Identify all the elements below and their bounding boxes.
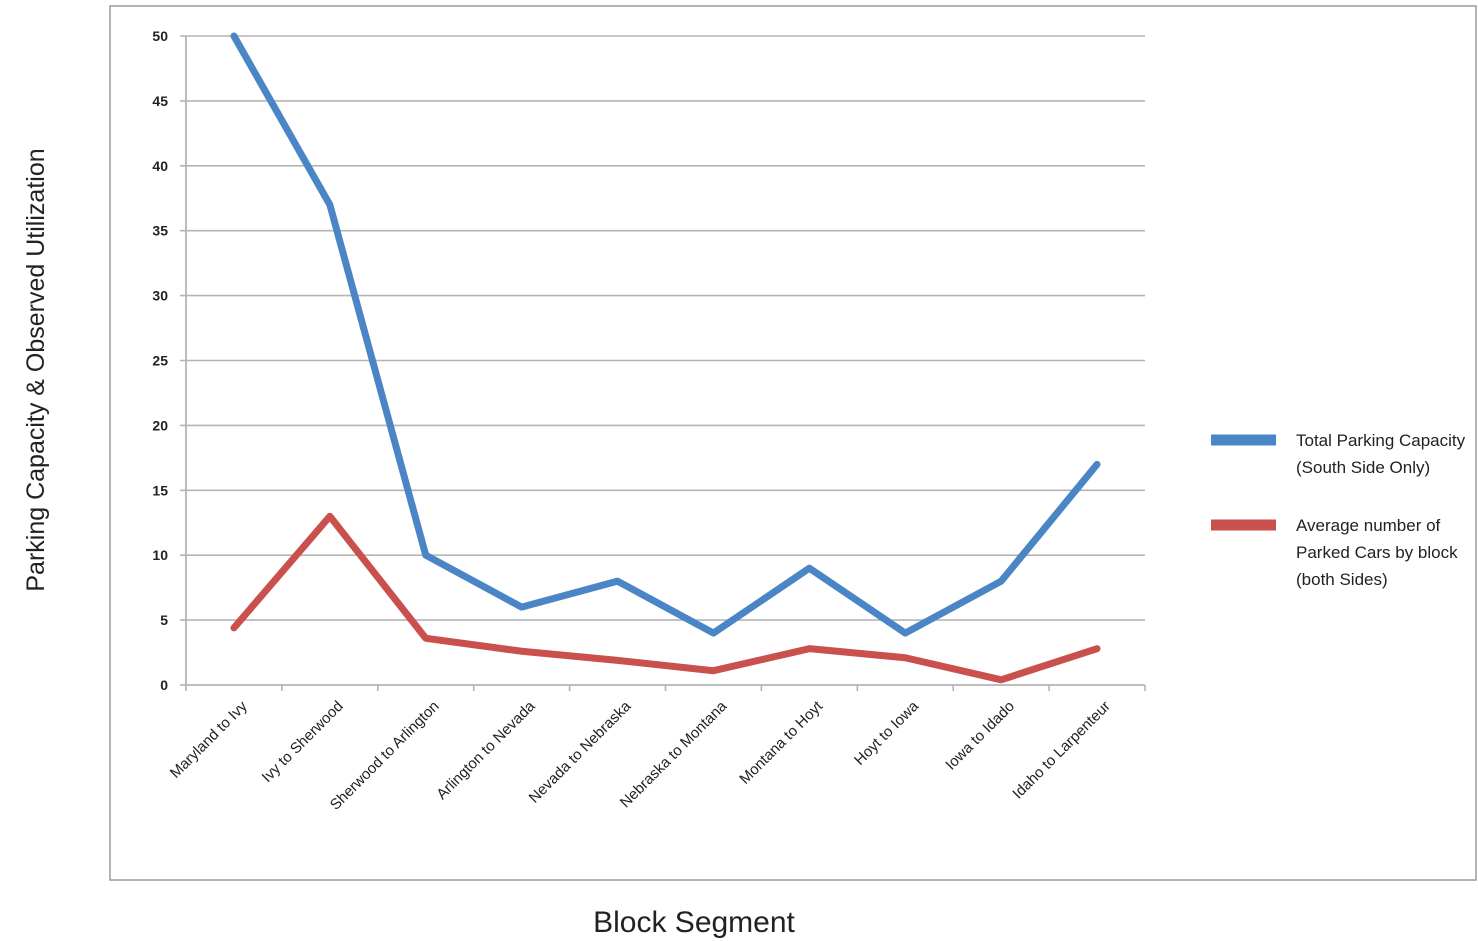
- y-tick-label: 15: [152, 482, 168, 498]
- y-tick-label: 0: [160, 677, 168, 693]
- series-lines: [230, 32, 1101, 684]
- y-tick-label: 40: [152, 158, 168, 174]
- x-axis-title: Block Segment: [593, 906, 795, 939]
- y-tick-label: 50: [152, 28, 168, 44]
- gridlines: [180, 35, 1145, 621]
- y-tick-label: 10: [152, 547, 168, 563]
- y-tick-label: 20: [152, 417, 168, 433]
- y-tick-label: 45: [152, 93, 168, 109]
- y-tick-label: 35: [152, 223, 168, 239]
- legend: Total Parking Capacity (South Side Only) A…: [1211, 431, 1466, 589]
- y-tick-label: 25: [152, 353, 168, 369]
- legend-label: Total Parking Capacity: [1296, 431, 1466, 450]
- legend-label: (both Sides): [1296, 570, 1388, 589]
- legend-label: Parked Cars by block: [1296, 543, 1458, 562]
- y-tick-label: 5: [160, 612, 168, 628]
- y-tick-label: 30: [152, 288, 168, 304]
- legend-label: Average number of: [1296, 516, 1441, 535]
- series-line: [230, 512, 1101, 684]
- y-axis-title: Parking Capacity & Observed Utilization: [22, 148, 50, 591]
- series-line: [230, 32, 1101, 637]
- legend-label: (South Side Only): [1296, 458, 1430, 477]
